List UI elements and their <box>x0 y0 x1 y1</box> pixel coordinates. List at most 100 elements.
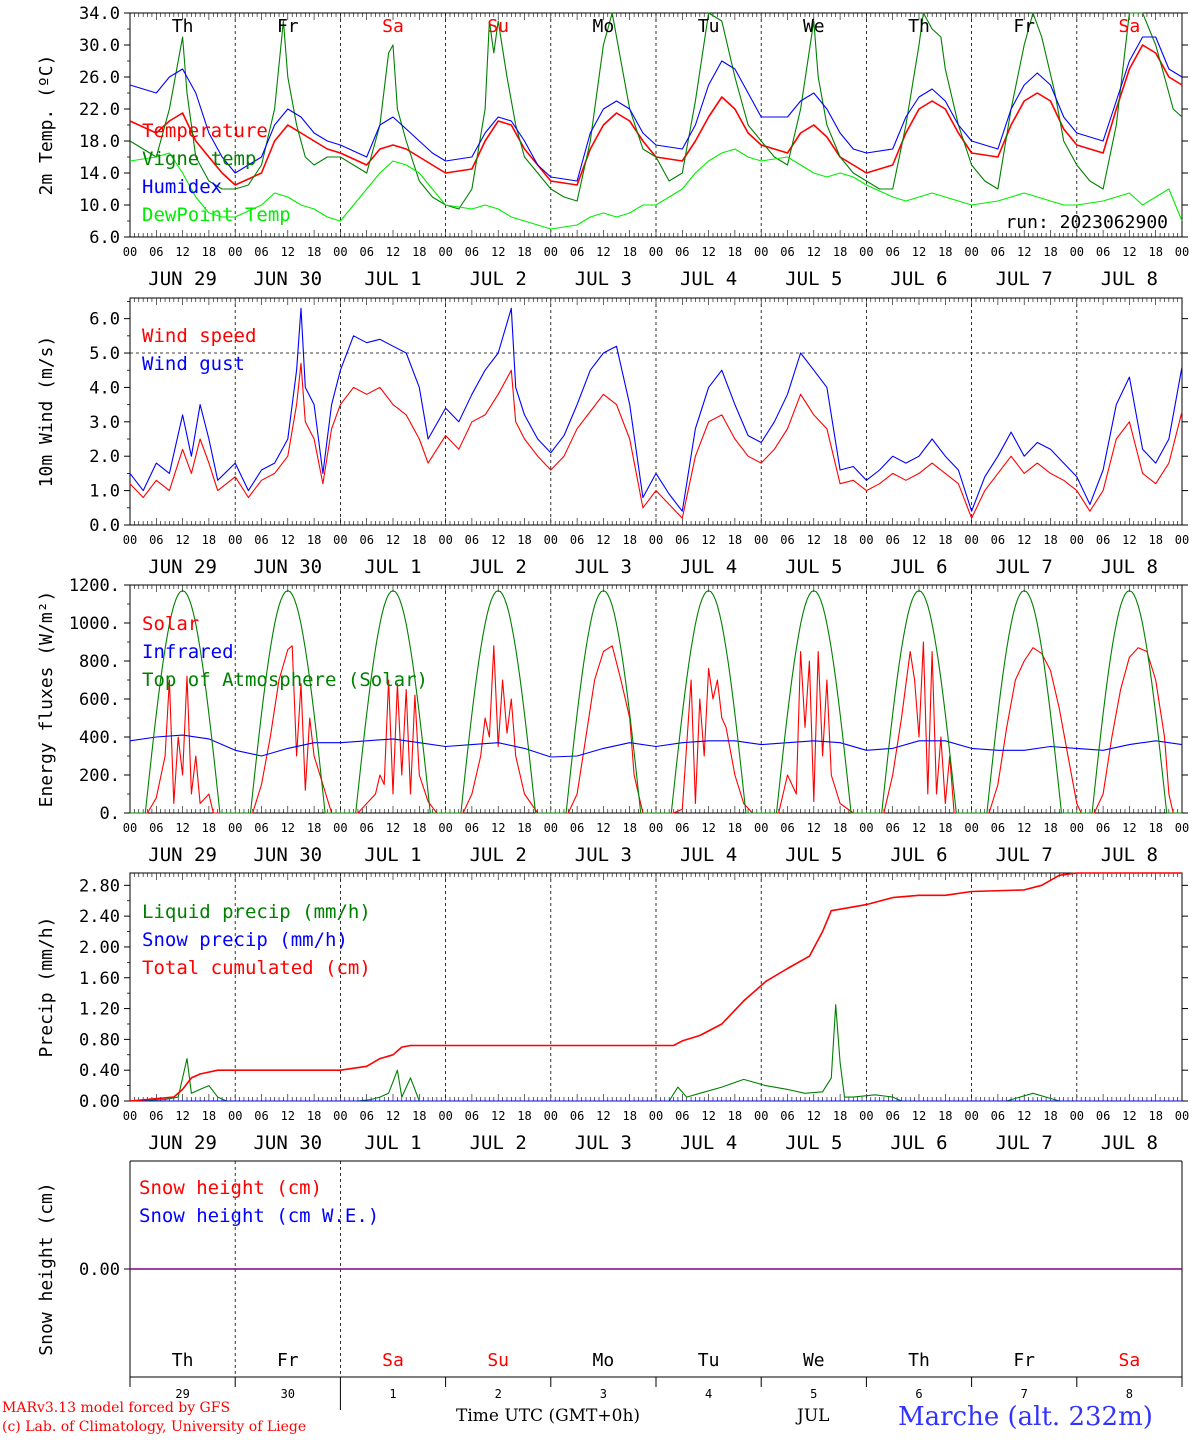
date-label: JUN 30 <box>253 556 322 578</box>
y-tick-label: 1.0 <box>89 482 120 502</box>
hour-tick-label: 00 <box>123 1109 137 1123</box>
hour-tick-label: 12 <box>807 1109 821 1123</box>
hour-tick-label: 00 <box>964 245 978 259</box>
date-label: JUL 8 <box>1101 268 1158 290</box>
date-label: JUN 30 <box>253 268 322 290</box>
y-tick-label: 0. <box>100 804 120 824</box>
hour-tick-label: 00 <box>1175 1109 1189 1123</box>
hour-tick-label: 06 <box>254 245 268 259</box>
hour-tick-label: 18 <box>938 821 952 835</box>
hour-tick-label: 00 <box>1175 821 1189 835</box>
day-number: 1 <box>389 1387 396 1401</box>
hour-tick-label: 06 <box>570 821 584 835</box>
legend-entry: Liquid precip (mm/h) <box>142 901 371 923</box>
y-tick-label: 18.0 <box>79 132 120 152</box>
hour-tick-label: 06 <box>359 821 373 835</box>
y-tick-label: 1.20 <box>79 1000 120 1020</box>
hour-tick-label: 18 <box>412 245 426 259</box>
hour-tick-label: 18 <box>728 245 742 259</box>
hour-tick-label: 00 <box>1175 245 1189 259</box>
y-tick-label: 5.0 <box>89 344 120 364</box>
hour-tick-label: 12 <box>596 533 610 547</box>
day-number: 30 <box>281 1387 295 1401</box>
hour-tick-label: 18 <box>202 533 216 547</box>
hour-tick-label: 06 <box>780 245 794 259</box>
date-label: JUL 1 <box>364 844 421 866</box>
series-line-solar <box>130 641 1182 814</box>
hour-tick-label: 18 <box>938 245 952 259</box>
weekday-label: Tu <box>698 1350 720 1371</box>
weekday-label: Th <box>172 16 194 37</box>
weekday-label: Sa <box>382 16 404 37</box>
hour-tick-label: 12 <box>175 821 189 835</box>
weekday-label: Su <box>487 16 509 37</box>
y-tick-label: 22.0 <box>79 100 120 120</box>
legend-entry: Solar <box>142 613 199 635</box>
hour-tick-label: 00 <box>333 533 347 547</box>
hour-tick-label: 12 <box>386 533 400 547</box>
date-label: JUL 1 <box>364 1132 421 1154</box>
hour-tick-label: 12 <box>807 821 821 835</box>
date-label: JUL 8 <box>1101 844 1158 866</box>
series-line-dewpoint-temp <box>129 148 1183 230</box>
day-number: 5 <box>810 1387 817 1401</box>
hour-tick-label: 12 <box>912 533 926 547</box>
hour-tick-label: 18 <box>728 821 742 835</box>
hour-tick-label: 06 <box>149 245 163 259</box>
hour-tick-label: 00 <box>859 245 873 259</box>
series-line-wind-speed <box>129 362 1183 519</box>
hour-tick-label: 12 <box>386 1109 400 1123</box>
y-tick-label: 600. <box>79 690 120 710</box>
hour-tick-label: 18 <box>833 821 847 835</box>
hour-tick-label: 00 <box>859 1109 873 1123</box>
hour-tick-label: 06 <box>1096 245 1110 259</box>
y-tick-label: 0.0 <box>89 516 120 536</box>
hour-tick-label: 06 <box>1096 821 1110 835</box>
hour-tick-label: 06 <box>991 821 1005 835</box>
hour-tick-label: 12 <box>1017 1109 1031 1123</box>
y-tick-label: 800. <box>79 652 120 672</box>
hour-tick-label: 06 <box>359 1109 373 1123</box>
date-label: JUN 29 <box>148 1132 217 1154</box>
legend-entry: Snow height (cm) <box>139 1177 322 1199</box>
hour-tick-label: 06 <box>1096 1109 1110 1123</box>
station-label: Marche (alt. 232m) <box>898 1402 1153 1432</box>
y-tick-label: 1200. <box>69 576 120 596</box>
hour-tick-label: 12 <box>701 1109 715 1123</box>
y-tick-label: 3.0 <box>89 413 120 433</box>
hour-tick-label: 12 <box>386 821 400 835</box>
hour-tick-label: 00 <box>649 1109 663 1123</box>
hour-tick-label: 18 <box>202 1109 216 1123</box>
date-label: JUL 1 <box>364 268 421 290</box>
hour-tick-label: 18 <box>202 245 216 259</box>
date-label: JUL 5 <box>785 844 842 866</box>
weekday-label: Fr <box>277 16 299 37</box>
legend-entry: Temperature <box>142 120 268 142</box>
hour-tick-label: 18 <box>307 821 321 835</box>
y-tick-label: 6.0 <box>89 228 120 248</box>
hour-tick-label: 06 <box>465 533 479 547</box>
hour-tick-label: 12 <box>596 821 610 835</box>
hour-tick-label: 00 <box>438 533 452 547</box>
day-number: 2 <box>495 1387 502 1401</box>
hour-tick-label: 12 <box>596 1109 610 1123</box>
hour-tick-label: 18 <box>517 533 531 547</box>
hour-tick-label: 06 <box>465 245 479 259</box>
y-axis-label: Energy fluxes (W/m²) <box>36 591 57 808</box>
weekday-label: Fr <box>277 1350 299 1371</box>
day-number: 6 <box>915 1387 922 1401</box>
time-axis-label: Time UTC (GMT+0h) <box>456 1406 641 1426</box>
hour-tick-label: 12 <box>701 533 715 547</box>
day-number: 4 <box>705 1387 712 1401</box>
y-tick-label: 0.00 <box>79 1092 120 1112</box>
date-label: JUL 7 <box>996 556 1053 578</box>
series-line-infrared <box>129 734 1183 758</box>
hour-tick-label: 18 <box>1043 1109 1057 1123</box>
date-label: JUL 3 <box>575 1132 632 1154</box>
hour-tick-label: 12 <box>175 1109 189 1123</box>
hour-tick-label: 06 <box>254 533 268 547</box>
hour-tick-label: 06 <box>780 533 794 547</box>
hour-tick-label: 18 <box>1148 245 1162 259</box>
hour-tick-label: 00 <box>859 821 873 835</box>
series-line-liquid-precip-mm-h <box>129 1004 1182 1102</box>
